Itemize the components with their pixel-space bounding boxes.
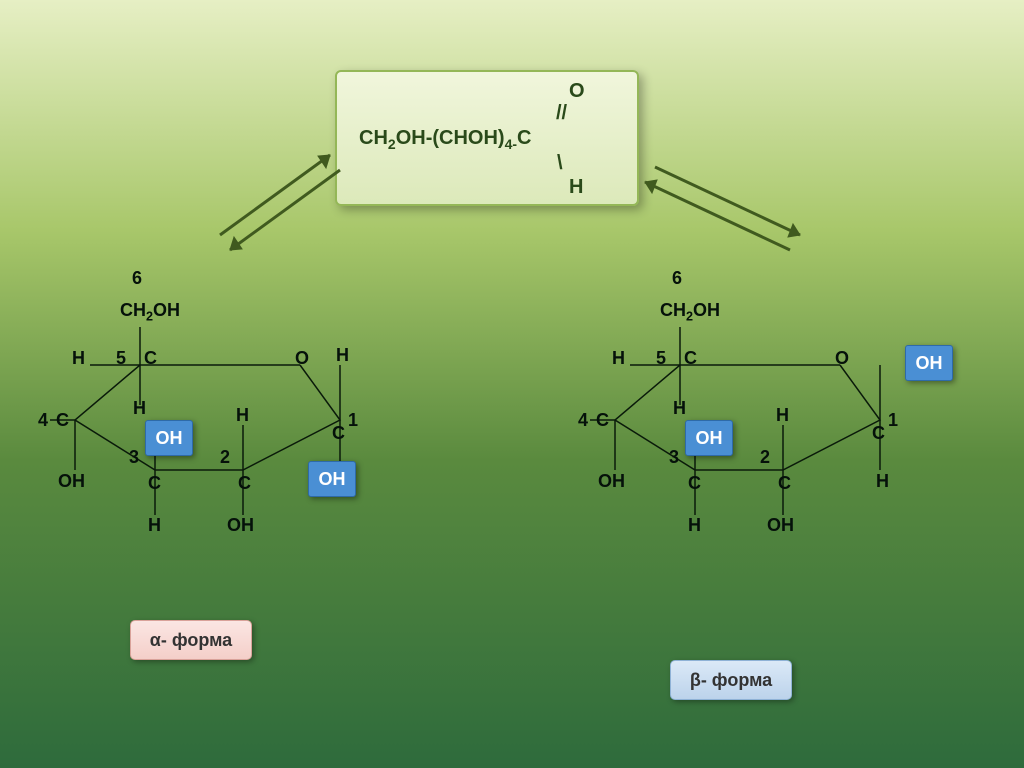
formula-slash: // — [556, 102, 567, 125]
ring-o: O — [295, 348, 309, 369]
formula-choh: OH-(CHOH) — [396, 127, 505, 149]
c3-h-b: H — [688, 515, 701, 536]
c5-h-inside-b: H — [673, 398, 686, 419]
c4-b: C — [596, 410, 609, 431]
label-1-b: 1 — [888, 410, 898, 431]
formula-main: CH2OH-(CHOH)4-C — [359, 127, 531, 152]
c3-h: H — [148, 515, 161, 536]
formula-sub4: 4- — [505, 136, 517, 152]
label-ch2oh-b: CH2OH — [660, 300, 720, 324]
formula-sub2: 2 — [388, 136, 396, 152]
c3-oh-box: OH — [145, 420, 193, 456]
c4: C — [56, 410, 69, 431]
label-6: 6 — [132, 268, 142, 289]
label-5: 5 — [116, 348, 126, 369]
beta-ring: 6 CH2OH 5 C H H O 4 C OH 3 C H OH 2 C OH… — [560, 265, 990, 605]
alpha-ring: 6 CH2OH 5 C H H O 4 C OH 3 C H OH 2 C OH… — [20, 265, 450, 605]
alpha-ring-bonds-icon — [20, 265, 450, 605]
c2-h: H — [236, 405, 249, 426]
label-5-b: 5 — [656, 348, 666, 369]
c1-oh-box-beta: OH — [905, 345, 953, 381]
label-3: 3 — [129, 447, 139, 468]
c1-b: C — [872, 423, 885, 444]
c5: C — [144, 348, 157, 369]
label-3-b: 3 — [669, 447, 679, 468]
c2: C — [238, 473, 251, 494]
c2-oh: OH — [227, 515, 254, 536]
c1-oh-box-alpha: OH — [308, 461, 356, 497]
c3-oh-box-b: OH — [685, 420, 733, 456]
open-chain-formula-box: O // CH2OH-(CHOH)4-C \ H — [335, 70, 639, 206]
formula-h: H — [569, 176, 583, 199]
formula-c: C — [517, 127, 531, 149]
c1-bottom-b: H — [876, 471, 889, 492]
c3-b: C — [688, 473, 701, 494]
formula-backslash: \ — [557, 152, 563, 175]
label-1: 1 — [348, 410, 358, 431]
alpha-form-label: α- форма — [130, 620, 252, 660]
c5-h-b: H — [612, 348, 625, 369]
ring-o-b: O — [835, 348, 849, 369]
c2-b: C — [778, 473, 791, 494]
label-ch2oh: CH2OH — [120, 300, 180, 324]
c4-oh-b: OH — [598, 471, 625, 492]
formula-o: O — [569, 80, 585, 103]
c1: C — [332, 423, 345, 444]
beta-ring-bonds-icon — [560, 265, 990, 605]
label-2: 2 — [220, 447, 230, 468]
slide: O // CH2OH-(CHOH)4-C \ H — [0, 0, 1024, 768]
formula-ch: CH — [359, 127, 388, 149]
label-2-b: 2 — [760, 447, 770, 468]
c1-top: H — [336, 345, 349, 366]
label-4-b: 4 — [578, 410, 588, 431]
c5-h: H — [72, 348, 85, 369]
beta-form-label: β- форма — [670, 660, 792, 700]
c3: C — [148, 473, 161, 494]
c5-h-inside: H — [133, 398, 146, 419]
label-6-b: 6 — [672, 268, 682, 289]
label-4: 4 — [38, 410, 48, 431]
c2-h-b: H — [776, 405, 789, 426]
c4-oh: OH — [58, 471, 85, 492]
c2-oh-b: OH — [767, 515, 794, 536]
c5-b: C — [684, 348, 697, 369]
